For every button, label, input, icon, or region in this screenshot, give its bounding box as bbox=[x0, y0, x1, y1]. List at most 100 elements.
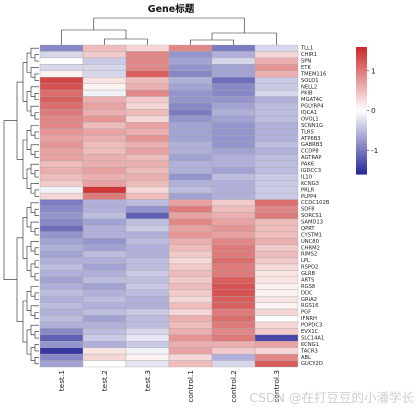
heatmap-cell bbox=[211, 199, 256, 207]
heatmap-cell bbox=[254, 244, 299, 252]
heatmap-cell bbox=[168, 51, 213, 59]
column-dendrogram-link bbox=[61, 29, 127, 45]
heatmap-cell bbox=[254, 270, 299, 278]
heatmap-cell bbox=[168, 334, 213, 342]
heatmap-cell bbox=[254, 257, 299, 265]
heatmap-cell bbox=[211, 218, 256, 226]
legend-gradient-step bbox=[356, 97, 367, 101]
legend-gradient-step bbox=[356, 125, 367, 129]
heatmap-cell bbox=[125, 289, 170, 297]
heatmap-cell bbox=[39, 44, 84, 52]
heatmap-cell bbox=[168, 283, 213, 290]
heatmap-cell bbox=[168, 64, 213, 71]
heatmap-cell bbox=[125, 134, 170, 142]
heatmap-cell bbox=[211, 154, 256, 162]
heatmap-cell bbox=[211, 128, 256, 136]
heatmap-cell bbox=[168, 154, 213, 162]
heatmap-cell bbox=[254, 77, 299, 84]
heatmap-cell bbox=[125, 218, 170, 226]
heatmap-cell bbox=[254, 263, 299, 271]
heatmap-cell bbox=[82, 147, 127, 155]
heatmap-cell bbox=[125, 321, 170, 329]
heatmap-cell bbox=[168, 173, 213, 181]
heatmap-cell bbox=[211, 83, 256, 91]
legend-gradient-step bbox=[356, 108, 367, 112]
legend-gradient-step bbox=[356, 159, 367, 162]
heatmap-cell bbox=[168, 109, 213, 117]
gene-label: PGLYRP4 bbox=[301, 104, 324, 110]
heatmap-cell bbox=[168, 122, 213, 129]
heatmap-cell bbox=[39, 250, 84, 258]
heatmap-cell bbox=[125, 244, 170, 252]
heatmap-cell bbox=[211, 77, 256, 84]
gene-label: IQCA1 bbox=[301, 110, 317, 116]
legend-gradient-step bbox=[356, 118, 367, 122]
row-dendrogram-link bbox=[26, 52, 31, 73]
heatmap-cell bbox=[39, 360, 84, 368]
legend-gradient-step bbox=[356, 129, 367, 133]
heatmap-cell bbox=[82, 51, 127, 59]
heatmap-cell bbox=[211, 315, 256, 323]
heatmap-cell bbox=[211, 167, 256, 174]
gene-label: GABRB3 bbox=[301, 142, 323, 148]
legend-gradient-step bbox=[356, 157, 367, 160]
heatmap-cell bbox=[168, 147, 213, 155]
heatmap-cell bbox=[254, 122, 299, 129]
heatmap-cell bbox=[82, 353, 127, 361]
legend-gradient-step bbox=[356, 144, 367, 148]
heatmap-cell bbox=[254, 192, 299, 200]
row-dendrogram-link bbox=[34, 344, 39, 352]
heatmap-cell bbox=[39, 134, 84, 142]
heatmap-cell bbox=[211, 341, 256, 348]
heatmap-cell bbox=[211, 180, 256, 187]
heatmap-cell bbox=[82, 276, 127, 284]
heatmap-cell bbox=[254, 289, 299, 297]
heatmap-cell bbox=[168, 360, 213, 368]
gene-label: UNC80 bbox=[301, 239, 319, 245]
heatmap-cell bbox=[168, 128, 213, 136]
heatmap-cell bbox=[82, 167, 127, 174]
heatmap-cell bbox=[254, 44, 299, 52]
heatmap-cell bbox=[254, 276, 299, 284]
sample-label: test.2 bbox=[100, 370, 109, 391]
gene-label: CYSTM1 bbox=[301, 232, 322, 238]
gene-label: LPL bbox=[301, 258, 310, 264]
heatmap-cell bbox=[254, 96, 299, 104]
heatmap-cell bbox=[254, 141, 299, 149]
heatmap-cell bbox=[168, 192, 213, 200]
heatmap-cell bbox=[82, 89, 127, 97]
heatmap-cell bbox=[254, 186, 299, 194]
heatmap-cell bbox=[39, 205, 84, 213]
gene-label: RIMS2 bbox=[301, 252, 317, 258]
gene-label: ABL bbox=[301, 355, 311, 361]
heatmap-cell bbox=[39, 315, 84, 323]
heatmap-cell bbox=[168, 225, 213, 232]
row-dendrogram bbox=[3, 47, 39, 365]
row-dendrogram-link bbox=[34, 228, 39, 236]
heatmap-cell bbox=[254, 102, 299, 110]
heatmap-cell bbox=[168, 134, 213, 142]
heatmap-cell bbox=[254, 231, 299, 239]
heatmap-cell bbox=[39, 102, 84, 110]
row-dendrogram-link bbox=[34, 247, 39, 255]
heatmap-cell bbox=[39, 115, 84, 123]
heatmap-cell bbox=[39, 51, 84, 59]
heatmap-cell bbox=[125, 70, 170, 78]
heatmap-cell bbox=[39, 321, 84, 329]
heatmap-cell bbox=[125, 308, 170, 316]
row-dendrogram-link bbox=[26, 168, 31, 189]
heatmap-cell bbox=[82, 244, 127, 252]
heatmap-cell bbox=[168, 315, 213, 323]
legend-gradient-step bbox=[356, 51, 367, 54]
heatmap-cell bbox=[82, 122, 127, 129]
heatmap-cell bbox=[39, 180, 84, 187]
heatmap-cell bbox=[211, 250, 256, 258]
heatmap-cell bbox=[211, 186, 256, 194]
heatmap-cell bbox=[82, 328, 127, 335]
heatmap-cell bbox=[125, 276, 170, 284]
heatmap-cell bbox=[254, 51, 299, 59]
legend-gradient-step bbox=[356, 112, 367, 116]
heatmap-cell bbox=[125, 128, 170, 136]
heatmap-cell bbox=[211, 347, 256, 355]
heatmap-cell bbox=[125, 250, 170, 258]
